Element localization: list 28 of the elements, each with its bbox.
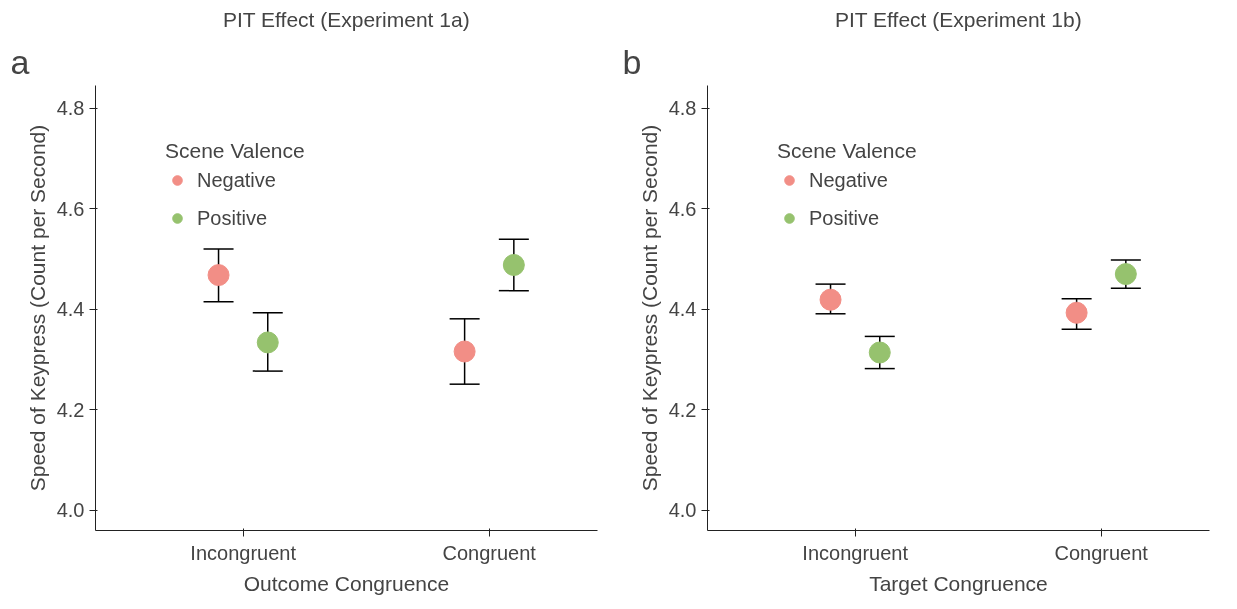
y-tick-label: 4.6 bbox=[668, 197, 697, 220]
legend-title: Scene Valence bbox=[777, 139, 917, 163]
x-tick-label: Incongruent bbox=[802, 541, 909, 564]
y-axis-title: Speed of Keypress (Count per Second) bbox=[25, 124, 49, 492]
y-tick-label: 4.2 bbox=[56, 398, 85, 421]
text: a bbox=[10, 42, 30, 81]
y-tick-label: 4.0 bbox=[668, 499, 697, 522]
y-tick-label: 4.6 bbox=[56, 197, 85, 220]
legend-label: Positive bbox=[809, 206, 880, 230]
y-tick-label: 4.8 bbox=[668, 97, 697, 120]
chart-title: PIT Effect (Experiment 1a) bbox=[222, 7, 470, 31]
legend-label: Negative bbox=[197, 168, 276, 192]
y-tick-label: 4.0 bbox=[56, 499, 85, 522]
y-axis-title: Speed of Keypress (Count per Second) bbox=[637, 124, 661, 492]
chart-title: PIT Effect (Experiment 1b) bbox=[834, 7, 1082, 31]
legend-title: Scene Valence bbox=[165, 139, 305, 163]
x-tick-label: Congruent bbox=[1054, 541, 1149, 564]
text: b bbox=[622, 42, 642, 81]
legend-label: Negative bbox=[809, 168, 888, 192]
y-tick-label: 4.4 bbox=[56, 298, 85, 321]
x-tick-label: Incongruent bbox=[190, 541, 297, 564]
y-tick-label: 4.8 bbox=[56, 97, 85, 120]
y-tick-label: 4.4 bbox=[668, 298, 697, 321]
x-axis-title: Outcome Congruence bbox=[243, 571, 450, 595]
x-tick-label: Congruent bbox=[442, 541, 537, 564]
y-tick-label: 4.2 bbox=[668, 398, 697, 421]
x-axis-title: Target Congruence bbox=[869, 571, 1048, 595]
legend-label: Positive bbox=[197, 206, 268, 230]
